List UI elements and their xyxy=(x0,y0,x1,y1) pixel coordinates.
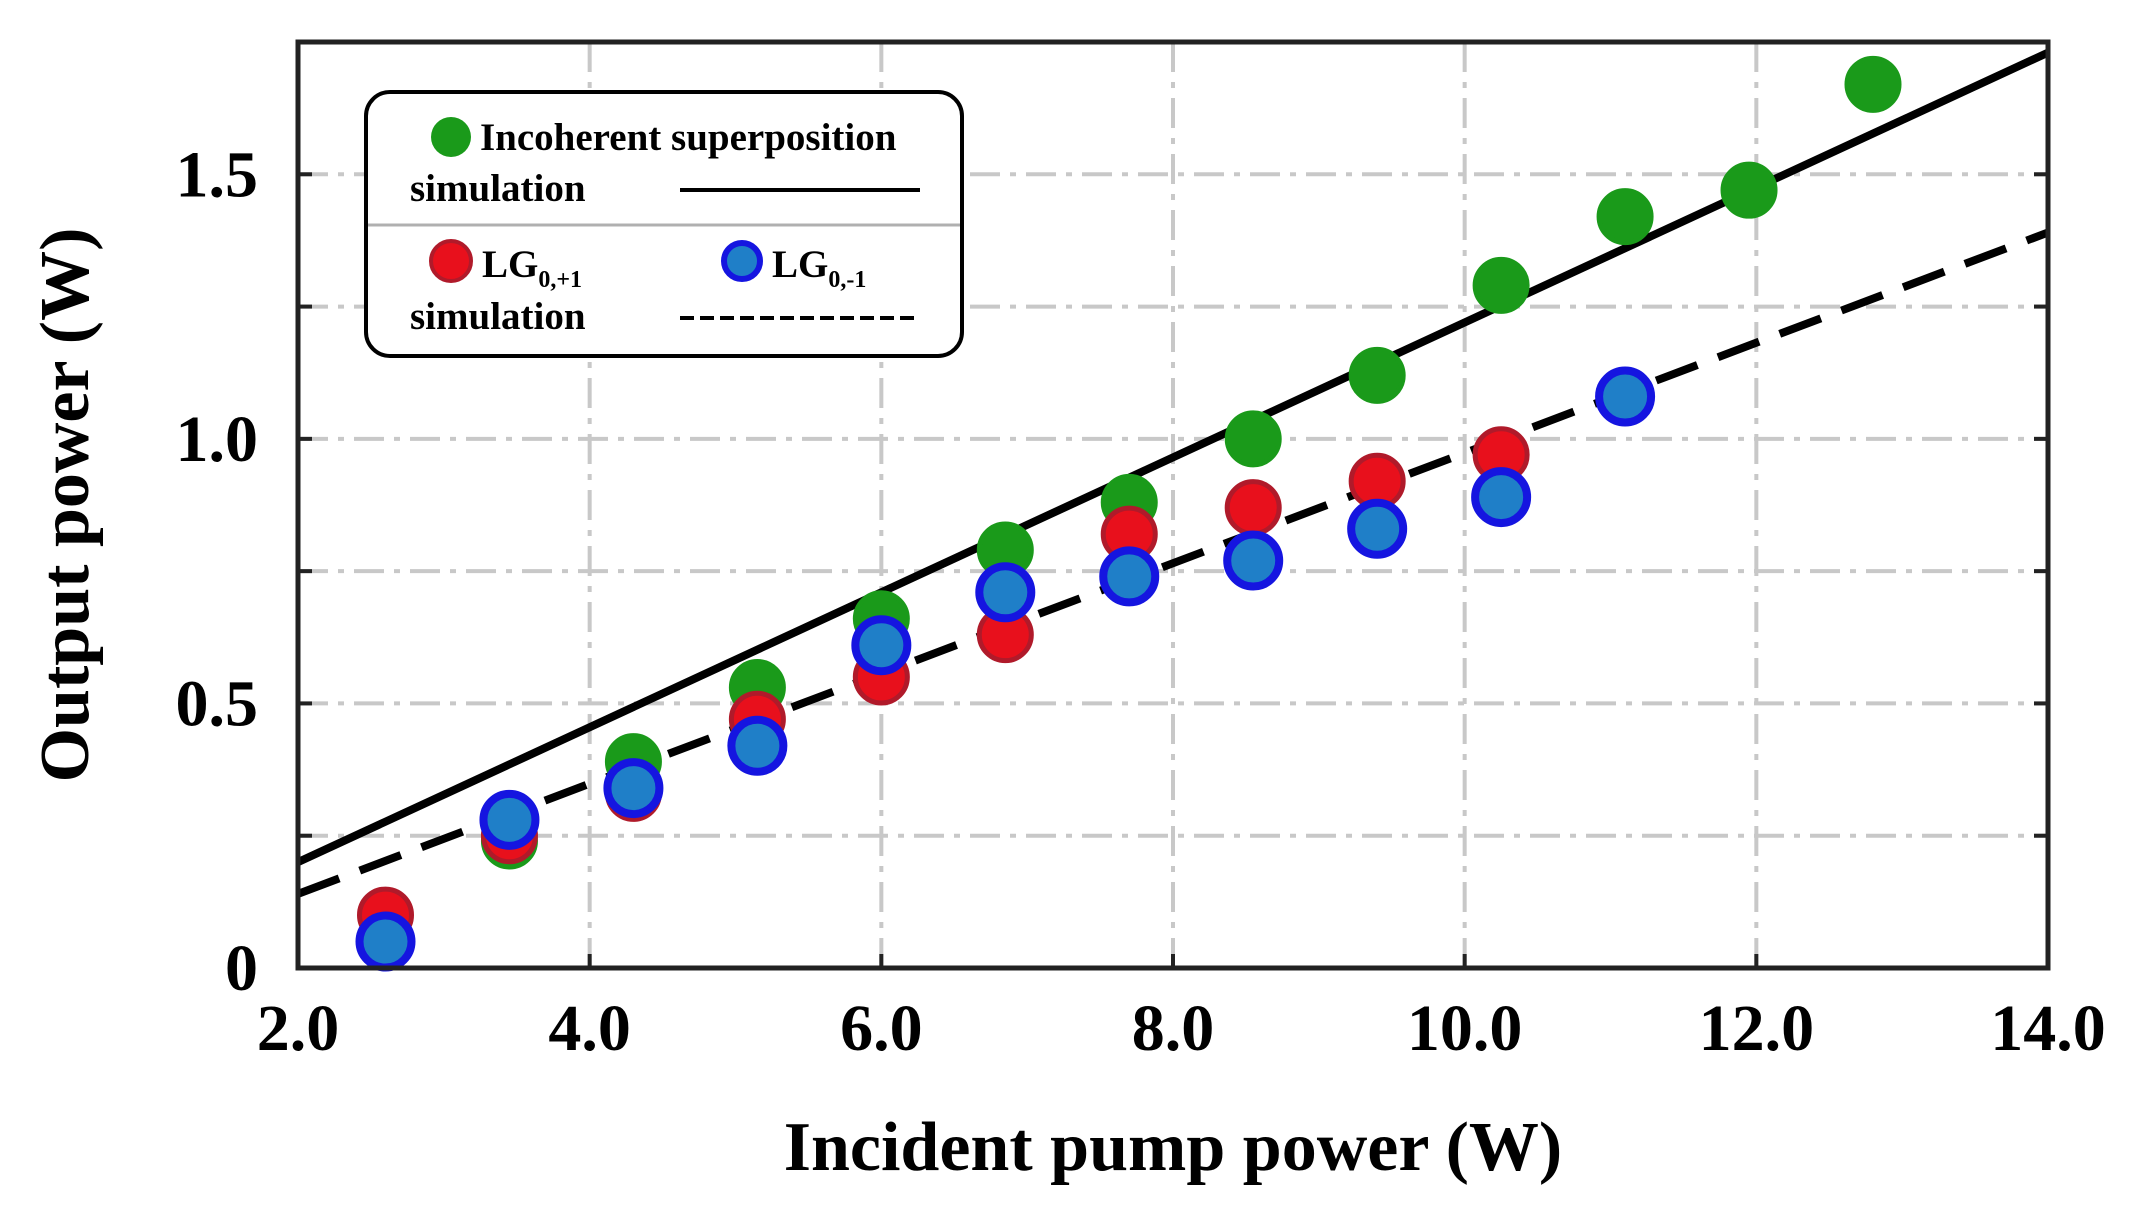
x-tick-label: 8.0 xyxy=(1132,992,1215,1065)
legend-incoherent-label: Incoherent superposition xyxy=(480,116,897,159)
legend-lg-plus-main: LG xyxy=(482,243,538,286)
y-tick-label: 0 xyxy=(225,932,258,1005)
lg_minus-point xyxy=(1099,546,1160,607)
incoherent-point xyxy=(1472,256,1530,314)
legend-lg-plus-label: LG0,+1 xyxy=(482,243,582,293)
lg_minus-point xyxy=(1223,530,1284,591)
legend-simulation-label-1: simulation xyxy=(410,167,586,210)
lg_minus-point xyxy=(355,911,416,972)
legend-lg-plus-subscript: 0,+1 xyxy=(538,267,582,293)
y-tick-label: 0.5 xyxy=(176,667,259,740)
x-tick-label: 14.0 xyxy=(1990,992,2106,1065)
legend: Incoherent superposition simulation LG0,… xyxy=(364,90,964,358)
y-axis-title: Output power (W) xyxy=(27,228,104,783)
x-tick-label: 4.0 xyxy=(548,992,631,1065)
legend-lg-plus-marker xyxy=(429,239,473,283)
incoherent-point xyxy=(1844,55,1902,113)
legend-lg-minus-main: LG xyxy=(772,243,828,286)
legend-lg-minus-label: LG0,-1 xyxy=(772,243,866,293)
x-tick-label: 2.0 xyxy=(257,992,340,1065)
legend-lg-minus-subscript: 0,-1 xyxy=(828,267,866,293)
y-tick-label: 1.0 xyxy=(176,403,259,476)
lg_minus-point xyxy=(1347,498,1408,559)
legend-simulation-label-2: simulation xyxy=(410,295,586,338)
incoherent-point xyxy=(1224,410,1282,468)
data-points-layer xyxy=(355,55,1902,972)
lg_minus-point xyxy=(1471,467,1532,528)
lg_minus-point xyxy=(975,562,1036,623)
incoherent-point xyxy=(1720,161,1778,219)
lg_minus-point xyxy=(1595,366,1656,427)
lg_sim-line xyxy=(296,228,2050,898)
x-tick-label: 10.0 xyxy=(1407,992,1523,1065)
lg_plus-point xyxy=(1224,479,1282,537)
incoherent-point xyxy=(1348,346,1406,404)
lg_minus-point xyxy=(603,758,664,819)
x-tick-label: 12.0 xyxy=(1699,992,1815,1065)
incoherent-point xyxy=(1596,188,1654,246)
lg_minus-point xyxy=(727,715,788,776)
legend-incoherent-marker xyxy=(431,117,471,157)
lg_minus-point xyxy=(851,615,912,676)
y-tick-label: 1.5 xyxy=(176,138,259,211)
x-tick-label: 6.0 xyxy=(840,992,923,1065)
lg_minus-point xyxy=(479,789,540,850)
ticks-layer: 2.0 4.0 6.0 8.0 10.0 12.0 14.0 0 0.5 1.0 1.5 xyxy=(176,138,2106,1065)
legend-lg-minus-marker xyxy=(721,240,763,282)
x-axis-title: Incident pump power (W) xyxy=(784,1109,1563,1186)
